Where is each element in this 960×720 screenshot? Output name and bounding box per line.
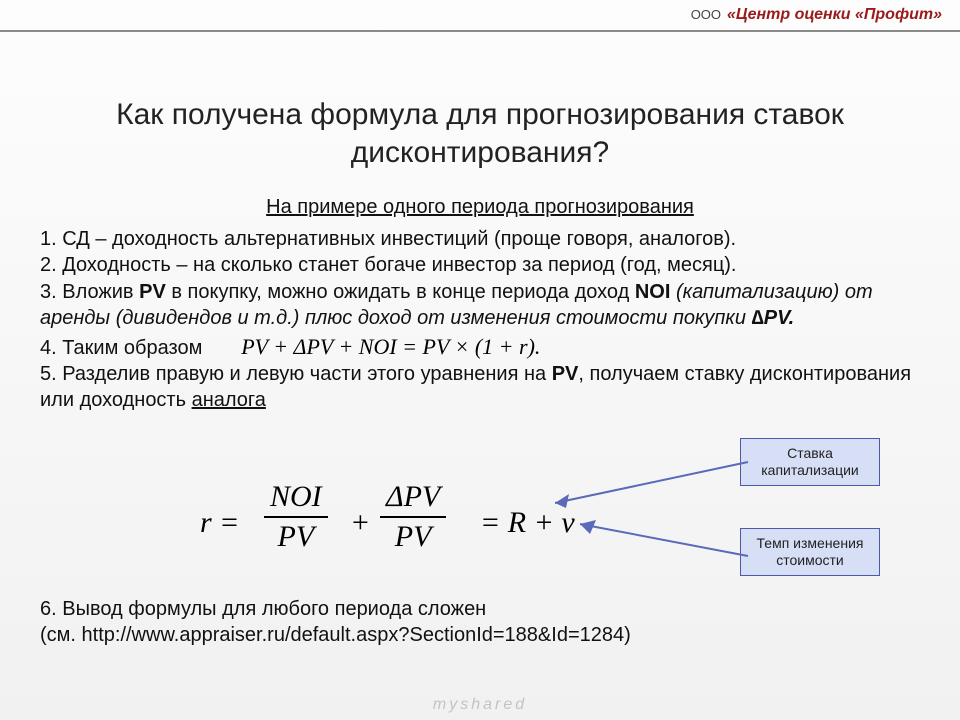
l3-noi: NOI: [635, 281, 671, 303]
company-logo: ООО «Центр оценки «Профит»: [691, 6, 942, 24]
line-2: 2. Доходность – на сколько станет богаче…: [40, 252, 920, 278]
main-formula: r = NOI PV + ΔPV PV = R + v: [200, 476, 620, 566]
formula-r: r =: [200, 506, 239, 540]
slide-title: Как получена формула для прогнозирования…: [40, 96, 920, 171]
line-6: 6. Вывод формулы для любого периода слож…: [40, 596, 920, 622]
inline-equation: PV + ΔPV + NOI = PV × (1 + r).: [241, 334, 540, 359]
plus-sign: +: [350, 506, 370, 540]
line-1: 1. СД – доходность альтернативных инвест…: [40, 226, 920, 252]
den1: PV: [264, 518, 328, 554]
l5-analog: аналога: [192, 389, 266, 411]
slide: ООО «Центр оценки «Профит» Как получена ф…: [0, 0, 960, 720]
top-divider: [0, 30, 960, 32]
body-bottom: 6. Вывод формулы для любого периода слож…: [40, 596, 920, 649]
l3-dpv: ∆PV.: [752, 307, 795, 329]
frac-2: ΔPV PV: [380, 480, 446, 554]
formula-rhs: = R + v: [480, 506, 575, 540]
l3a: 3. Вложив: [40, 281, 139, 303]
line-6b: (см. http://www.appraiser.ru/default.asp…: [40, 622, 920, 648]
callout-value-change-rate: Темп изменения стоимости: [740, 528, 880, 576]
l3b: в покупку, можно ожидать в конце периода…: [166, 281, 635, 303]
num2: ΔPV: [380, 480, 446, 518]
line-4: 4. Таким образом PV + ΔPV + NOI = PV × (…: [40, 332, 920, 361]
l3-pv: PV: [139, 281, 166, 303]
watermark: myshared: [0, 696, 960, 714]
l4: 4. Таким образом: [40, 337, 202, 359]
num1: NOI: [264, 480, 328, 518]
frac-1: NOI PV: [264, 480, 328, 554]
logo-brand: «Центр оценки «Профит»: [727, 6, 942, 23]
l5a: 5. Разделив правую и левую части этого у…: [40, 363, 552, 385]
line-3: 3. Вложив PV в покупку, можно ожидать в …: [40, 279, 920, 332]
l5-pv: PV: [552, 363, 579, 385]
body-text: 1. СД – доходность альтернативных инвест…: [40, 226, 920, 414]
callout-capitalization-rate: Ставка капитализации: [740, 438, 880, 486]
slide-subtitle: На примере одного периода прогнозировани…: [40, 196, 920, 219]
line-5: 5. Разделив правую и левую части этого у…: [40, 361, 920, 414]
den2: PV: [380, 518, 446, 554]
logo-ooo: ООО: [691, 7, 721, 22]
